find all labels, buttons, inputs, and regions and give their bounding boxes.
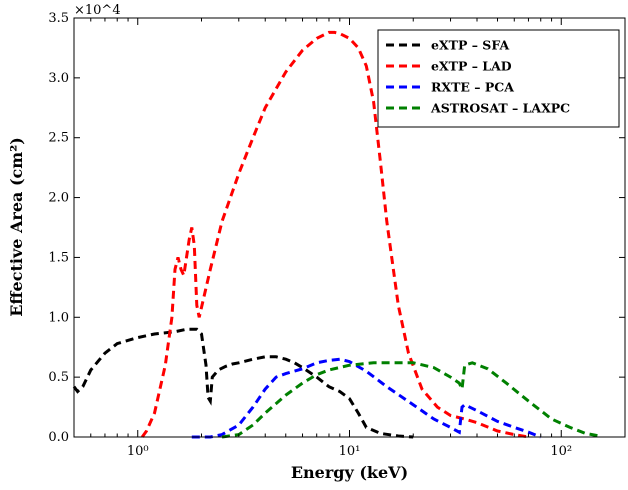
y-tick-label: 1.5: [48, 250, 69, 265]
series-layer: [72, 30, 599, 439]
y-tick-label: 0.0: [48, 430, 69, 445]
x-axis-title: Energy (keV): [291, 463, 408, 482]
y-tick-label: 2.5: [48, 131, 69, 146]
legend-label-4: ASTROSAT – LAXPC: [430, 101, 570, 116]
x-tick-label: 10¹: [339, 444, 361, 459]
y-tick-label: 3.0: [48, 71, 69, 86]
series-line-1: [72, 327, 414, 439]
x-tick-label: 10²: [550, 444, 572, 459]
legend-label-3: RXTE – PCA: [431, 80, 514, 95]
legend: eXTP – SFA eXTP – LAD RXTE – PCA ASTROSAT –…: [377, 29, 620, 128]
label-layer: 0.0 0.5 1.0 1.5 2.0 2.5 3.0 3.5 10⁰ 10¹ 10²: [48, 11, 572, 459]
legend-label-2: eXTP – LAD: [431, 59, 512, 74]
y-tick-label: 0.5: [48, 370, 69, 385]
y-tick-label: 1.0: [48, 310, 69, 325]
legend-label-1: eXTP – SFA: [431, 38, 509, 53]
series-line-3: [191, 357, 542, 439]
y-tick-label: 3.5: [48, 11, 69, 26]
y-axis-title: Effective Area (cm²): [7, 137, 26, 317]
y-tick-label: 2.0: [48, 191, 69, 206]
series-line-2: [140, 30, 529, 439]
y-axis-multiplier: ×10^4: [74, 3, 121, 18]
tick-layer: [74, 17, 625, 438]
x-tick-label: 10⁰: [127, 444, 149, 459]
